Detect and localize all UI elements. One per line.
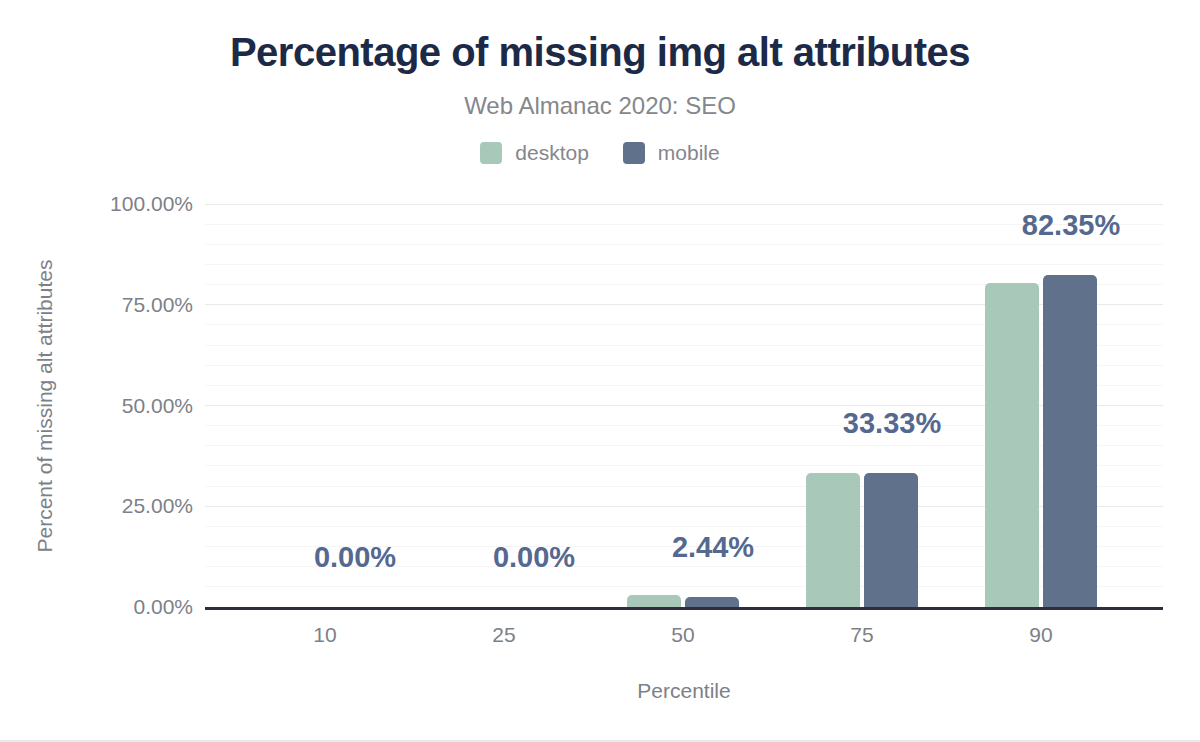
x-axis-line [205, 607, 1163, 610]
y-tick-label: 75.00% [73, 294, 193, 316]
legend-item-desktop: desktop [480, 141, 589, 165]
x-tick-label: 50 [671, 623, 694, 647]
bar-value-label: 2.44% [672, 531, 754, 564]
x-tick-label: 25 [492, 623, 515, 647]
y-tick-label: 0.00% [73, 596, 193, 618]
y-tick-label: 100.00% [73, 193, 193, 215]
y-tick-label: 50.00% [73, 395, 193, 417]
y-tick-label: 25.00% [73, 495, 193, 517]
legend: desktop mobile [0, 141, 1200, 165]
x-tick-label: 75 [850, 623, 873, 647]
legend-swatch-mobile [623, 142, 645, 164]
y-axis-title: Percent of missing alt attributes [33, 259, 57, 552]
gridline [205, 264, 1163, 265]
chart-title: Percentage of missing img alt attributes [0, 30, 1200, 75]
bar-mobile-75[interactable] [864, 473, 918, 607]
bar-desktop-75[interactable] [806, 473, 860, 607]
x-tick-label: 10 [313, 623, 336, 647]
chart-subtitle: Web Almanac 2020: SEO [0, 92, 1200, 120]
bar-value-label: 0.00% [493, 541, 575, 574]
gridline [205, 204, 1163, 205]
bar-desktop-50[interactable] [627, 595, 681, 607]
legend-label-desktop: desktop [515, 141, 589, 165]
legend-item-mobile: mobile [623, 141, 720, 165]
gridline [205, 224, 1163, 225]
bar-value-label: 82.35% [1022, 209, 1120, 242]
bar-mobile-90[interactable] [1043, 275, 1097, 607]
bar-value-label: 33.33% [843, 407, 941, 440]
bar-value-label: 0.00% [314, 541, 396, 574]
chart-figure: Percentage of missing img alt attributes… [0, 0, 1200, 742]
x-tick-label: 90 [1029, 623, 1052, 647]
bar-mobile-50[interactable] [685, 597, 739, 607]
bar-desktop-90[interactable] [985, 283, 1039, 607]
plot-area: Percent of missing alt attributes Percen… [205, 204, 1163, 607]
legend-label-mobile: mobile [658, 141, 720, 165]
x-axis-title: Percentile [637, 679, 730, 703]
legend-swatch-desktop [480, 142, 502, 164]
gridline [205, 244, 1163, 245]
